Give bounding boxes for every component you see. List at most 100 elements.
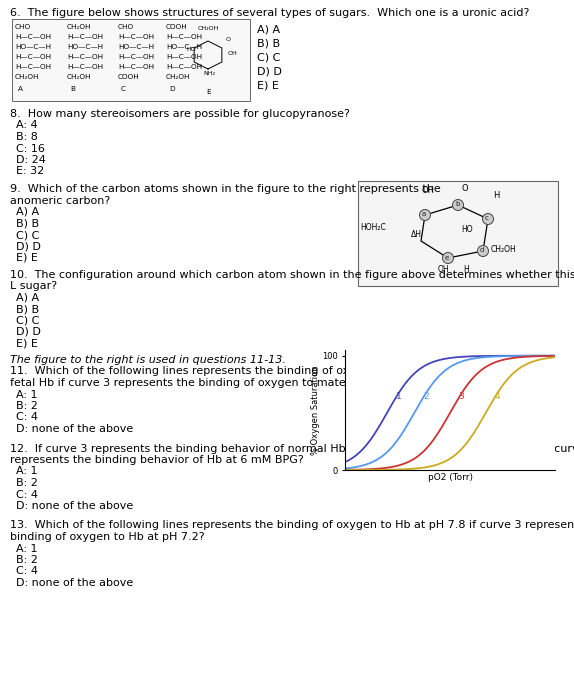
Text: 1: 1 xyxy=(395,393,401,401)
Text: H—C—OH: H—C—OH xyxy=(67,34,103,40)
Text: L sugar?: L sugar? xyxy=(10,281,57,291)
Text: C) C: C) C xyxy=(16,230,40,240)
Text: C: 4: C: 4 xyxy=(16,412,38,423)
Text: D: 24: D: 24 xyxy=(16,155,46,165)
Text: D: none of the above: D: none of the above xyxy=(16,424,133,434)
Text: C: 16: C: 16 xyxy=(16,144,45,153)
Text: e: e xyxy=(445,255,449,260)
Bar xyxy=(12,19,250,101)
Text: H—C—OH: H—C—OH xyxy=(118,54,154,60)
Text: A: 1: A: 1 xyxy=(16,389,37,400)
Text: D) D: D) D xyxy=(16,327,41,337)
Text: C) C: C) C xyxy=(257,53,280,63)
Text: represents the binding behavior of Hb at 6 mM BPG?: represents the binding behavior of Hb at… xyxy=(10,455,304,465)
Text: 12.  If curve 3 represents the binding behavior of normal Hb in the presence of : 12. If curve 3 represents the binding be… xyxy=(10,444,574,454)
Text: HO: HO xyxy=(461,225,472,234)
Text: a: a xyxy=(422,211,426,218)
Y-axis label: % Oxygen Saturation: % Oxygen Saturation xyxy=(311,365,320,455)
Text: H—C—OH: H—C—OH xyxy=(166,64,202,70)
Text: A: 1: A: 1 xyxy=(16,466,37,477)
Text: H—C—OH: H—C—OH xyxy=(166,54,202,60)
Text: d: d xyxy=(480,248,484,253)
Text: The figure to the right is used in questions 11-13.: The figure to the right is used in quest… xyxy=(10,355,286,365)
Text: B: 2: B: 2 xyxy=(16,401,38,411)
Text: ΔH: ΔH xyxy=(411,230,422,239)
Text: A: 4: A: 4 xyxy=(16,120,38,130)
Text: C) C: C) C xyxy=(16,316,40,326)
Text: A: A xyxy=(18,86,23,92)
Text: D) D: D) D xyxy=(257,67,282,77)
Text: HO—C—H: HO—C—H xyxy=(166,44,202,50)
Text: B: B xyxy=(70,86,75,92)
Text: E) E: E) E xyxy=(257,81,279,91)
Text: H—C—OH: H—C—OH xyxy=(15,34,51,40)
Text: C: 4: C: 4 xyxy=(16,566,38,577)
Text: 4: 4 xyxy=(494,392,500,401)
Text: E: E xyxy=(206,89,211,95)
Text: E: 32: E: 32 xyxy=(16,167,44,176)
Text: H—C—OH: H—C—OH xyxy=(67,64,103,70)
Text: HO: HO xyxy=(186,47,196,52)
Text: D: none of the above: D: none of the above xyxy=(16,578,133,588)
Circle shape xyxy=(478,246,488,256)
Text: OH: OH xyxy=(438,265,449,274)
Text: 3: 3 xyxy=(459,392,464,401)
Text: HO—C—H: HO—C—H xyxy=(67,44,103,50)
Bar xyxy=(358,181,558,286)
Text: O: O xyxy=(226,37,231,42)
Circle shape xyxy=(483,214,494,225)
Text: COOH: COOH xyxy=(166,24,188,30)
Text: H—C—OH: H—C—OH xyxy=(15,64,51,70)
Text: CH₂OH: CH₂OH xyxy=(166,74,191,80)
Text: binding of oxygen to Hb at pH 7.2?: binding of oxygen to Hb at pH 7.2? xyxy=(10,532,204,542)
Text: NH₂: NH₂ xyxy=(203,71,215,76)
Text: D: none of the above: D: none of the above xyxy=(16,501,133,511)
Text: H—C—OH: H—C—OH xyxy=(166,34,202,40)
Text: O: O xyxy=(461,184,468,193)
Text: H—C—OH: H—C—OH xyxy=(118,34,154,40)
Text: anomeric carbon?: anomeric carbon? xyxy=(10,195,110,206)
Text: c: c xyxy=(485,216,489,221)
X-axis label: pO2 (Torr): pO2 (Torr) xyxy=(428,473,472,482)
Text: A: 1: A: 1 xyxy=(16,543,37,554)
Text: B) B: B) B xyxy=(16,304,39,314)
Text: OH: OH xyxy=(421,186,434,195)
Text: fetal Hb if curve 3 represents the binding of oxygen to maternal Hb?: fetal Hb if curve 3 represents the bindi… xyxy=(10,378,392,388)
Text: D) D: D) D xyxy=(16,241,41,251)
Text: CH₂OH: CH₂OH xyxy=(198,26,219,31)
Text: E) E: E) E xyxy=(16,339,38,349)
Text: 8.  How many stereoisomers are possible for glucopyranose?: 8. How many stereoisomers are possible f… xyxy=(10,109,350,119)
Text: B: 2: B: 2 xyxy=(16,478,38,488)
Text: H—C—OH: H—C—OH xyxy=(67,54,103,60)
Text: H—C—OH: H—C—OH xyxy=(15,54,51,60)
Text: CH₂OH: CH₂OH xyxy=(491,245,517,254)
Text: HO—C—H: HO—C—H xyxy=(15,44,51,50)
Text: CH₂OH: CH₂OH xyxy=(67,24,91,30)
Text: C: 4: C: 4 xyxy=(16,489,38,500)
Text: OH: OH xyxy=(228,51,238,56)
Text: HO—C—H: HO—C—H xyxy=(118,44,154,50)
Text: HOH₂C: HOH₂C xyxy=(360,223,386,232)
Text: 2: 2 xyxy=(423,392,429,401)
Text: B) B: B) B xyxy=(257,39,280,49)
Text: A) A: A) A xyxy=(257,25,280,35)
Text: b: b xyxy=(455,202,459,207)
Text: CH₂OH: CH₂OH xyxy=(15,74,40,80)
Text: A) A: A) A xyxy=(16,207,39,217)
Text: 10.  The configuration around which carbon atom shown in the figure above determ: 10. The configuration around which carbo… xyxy=(10,270,574,279)
Text: H: H xyxy=(493,191,499,200)
Text: H—C—OH: H—C—OH xyxy=(118,64,154,70)
Text: COOH: COOH xyxy=(118,74,139,80)
Text: E) E: E) E xyxy=(16,253,38,263)
Text: B: 8: B: 8 xyxy=(16,132,38,142)
Circle shape xyxy=(452,199,463,211)
Circle shape xyxy=(420,209,430,220)
Text: A) A: A) A xyxy=(16,293,39,302)
Text: 9.  Which of the carbon atoms shown in the figure to the right represents the: 9. Which of the carbon atoms shown in th… xyxy=(10,184,441,194)
Text: B) B: B) B xyxy=(16,218,39,228)
Text: H: H xyxy=(463,265,469,274)
Text: CHO: CHO xyxy=(15,24,31,30)
Circle shape xyxy=(443,253,453,263)
Text: 6.  The figure below shows structures of several types of sugars.  Which one is : 6. The figure below shows structures of … xyxy=(10,8,529,18)
Text: B: 2: B: 2 xyxy=(16,555,38,565)
